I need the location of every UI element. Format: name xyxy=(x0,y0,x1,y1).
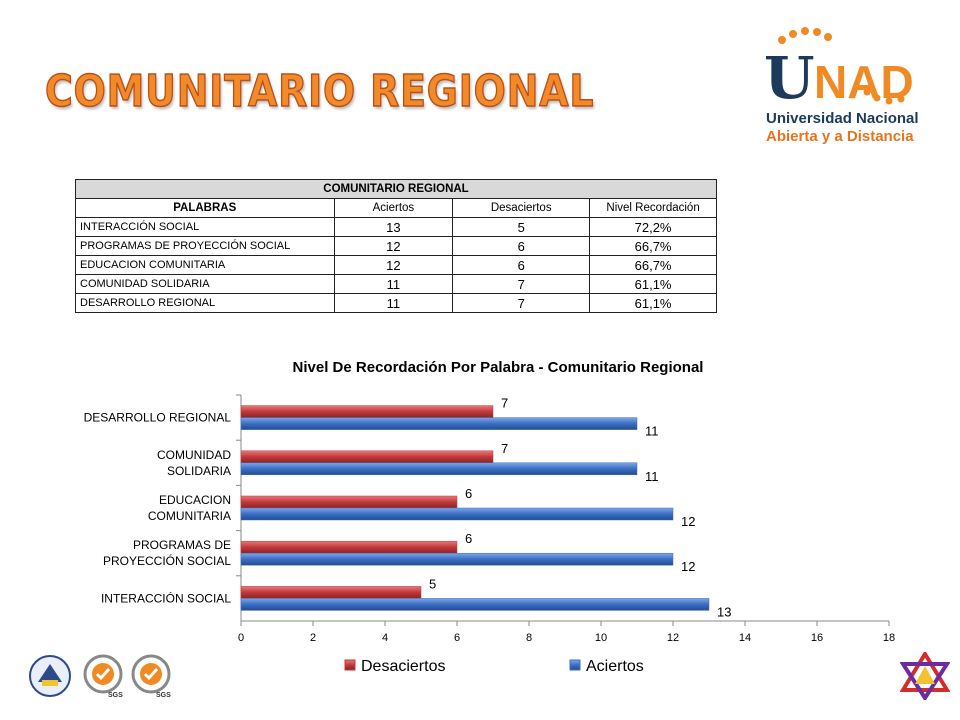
category-label: COMUNITARIA xyxy=(148,509,231,523)
colombia-seal-icon xyxy=(29,655,71,697)
data-label: 7 xyxy=(501,441,508,456)
cell-desaciertos: 6 xyxy=(452,255,591,275)
cell-nivel: 61,1% xyxy=(589,293,717,313)
cell-desaciertos: 6 xyxy=(452,236,591,256)
x-tick-label: 8 xyxy=(526,632,532,644)
category-label: EDUCACION xyxy=(159,493,231,507)
category-label: SOLIDARIA xyxy=(167,464,231,478)
x-tick-label: 2 xyxy=(310,632,316,644)
seal-text-2: SGS xyxy=(156,692,171,699)
cell-aciertos: 11 xyxy=(333,293,454,313)
seal-text-1: SGS xyxy=(108,692,123,699)
cell-word: PROGRAMAS DE PROYECCIÓN SOCIAL xyxy=(75,236,335,256)
bar-aciertos xyxy=(240,417,638,430)
table-row: PROGRAMAS DE PROYECCIÓN SOCIAL 12 6 66,7… xyxy=(75,236,717,256)
cell-desaciertos: 5 xyxy=(452,217,591,237)
x-tick-label: 14 xyxy=(739,632,751,644)
x-tick-label: 10 xyxy=(595,632,607,644)
logo-line-2: Abierta y a Distancia xyxy=(766,128,914,145)
bar-aciertos xyxy=(240,552,674,566)
table-row: DESARROLLO REGIONAL 11 7 61,1% xyxy=(75,293,717,313)
bar-aciertos xyxy=(240,462,638,476)
data-label: 6 xyxy=(465,531,472,546)
cell-word: EDUCACION COMUNITARIA xyxy=(75,255,335,275)
category-label: DESARROLLO REGIONAL xyxy=(84,411,232,425)
legend-label: Desaciertos xyxy=(361,658,445,675)
x-tick-label: 4 xyxy=(382,632,388,644)
cell-word: COMUNIDAD SOLIDARIA xyxy=(75,274,335,294)
data-label: 11 xyxy=(645,469,659,484)
table-row: COMUNIDAD SOLIDARIA 11 7 61,1% xyxy=(75,274,717,294)
cell-aciertos: 12 xyxy=(333,236,454,256)
data-label: 7 xyxy=(501,396,508,411)
cell-aciertos: 12 xyxy=(333,255,454,275)
logo-line-1: Universidad Nacional xyxy=(766,110,919,127)
data-label: 11 xyxy=(645,424,659,439)
footer-seals: SGS SGS xyxy=(29,654,171,699)
legend-swatch xyxy=(344,659,356,671)
x-tick-label: 12 xyxy=(667,632,679,644)
x-tick-label: 16 xyxy=(811,632,823,644)
bar-aciertos xyxy=(240,598,710,611)
header-palabras: PALABRAS xyxy=(75,198,335,218)
cell-word: INTERACCIÓN SOCIAL xyxy=(75,217,335,237)
cell-nivel: 72,2% xyxy=(589,217,717,237)
data-label: 13 xyxy=(717,604,731,619)
cell-nivel: 61,1% xyxy=(589,274,717,294)
quality-seal-icon: SGS xyxy=(83,654,123,699)
chart-title: Nivel De Recordación Por Palabra - Comun… xyxy=(293,359,704,376)
recall-bar-chart: Nivel De Recordación Por Palabra - Comun… xyxy=(84,359,896,675)
table-row: INTERACCIÓN SOCIAL 13 5 72,2% xyxy=(75,217,717,237)
header-aciertos: Aciertos xyxy=(333,198,454,218)
table-caption: COMUNITARIO REGIONAL xyxy=(75,179,717,199)
cell-desaciertos: 7 xyxy=(452,293,591,313)
legend-swatch xyxy=(569,659,581,671)
bar-desaciertos xyxy=(240,405,494,418)
unad-logo: U NAD Universidad Nacional Abierta y a D… xyxy=(762,26,922,156)
cell-nivel: 66,7% xyxy=(589,236,717,256)
star-logo-icon xyxy=(900,652,950,700)
data-label: 6 xyxy=(465,486,472,501)
unad-wordmark-icon: U NAD xyxy=(764,27,914,112)
header-nivel: Nivel Recordación xyxy=(589,198,717,218)
table-row: EDUCACION COMUNITARIA 12 6 66,7% xyxy=(75,255,717,275)
quality-seal-icon: SGS xyxy=(131,654,171,699)
cell-nivel: 66,7% xyxy=(589,255,717,275)
data-label: 5 xyxy=(429,576,436,591)
cell-aciertos: 11 xyxy=(333,274,454,294)
x-tick-label: 18 xyxy=(883,632,895,644)
category-label: COMUNIDAD xyxy=(157,448,231,462)
cell-aciertos: 13 xyxy=(333,217,454,237)
header-desaciertos: Desaciertos xyxy=(452,198,591,218)
bar-desaciertos xyxy=(240,495,458,509)
category-label: PROYECCIÓN SOCIAL xyxy=(103,553,231,568)
x-tick-label: 0 xyxy=(238,632,244,644)
bar-aciertos xyxy=(240,507,674,521)
data-label: 12 xyxy=(681,559,695,574)
svg-text:NAD: NAD xyxy=(814,56,914,108)
category-label: PROGRAMAS DE xyxy=(133,538,231,552)
cell-word: DESARROLLO REGIONAL xyxy=(75,293,335,313)
bar-desaciertos xyxy=(240,450,494,464)
slide-title: COMUNITARIO REGIONAL xyxy=(44,65,595,118)
bar-desaciertos xyxy=(240,540,458,554)
category-label: INTERACCIÓN SOCIAL xyxy=(101,590,231,605)
bar-desaciertos xyxy=(240,586,422,599)
results-table: COMUNITARIO REGIONAL PALABRAS Aciertos D… xyxy=(75,179,717,313)
x-tick-label: 6 xyxy=(454,632,460,644)
cell-desaciertos: 7 xyxy=(452,274,591,294)
data-label: 12 xyxy=(681,514,695,529)
svg-text:U: U xyxy=(764,44,815,112)
legend-label: Aciertos xyxy=(586,658,644,675)
